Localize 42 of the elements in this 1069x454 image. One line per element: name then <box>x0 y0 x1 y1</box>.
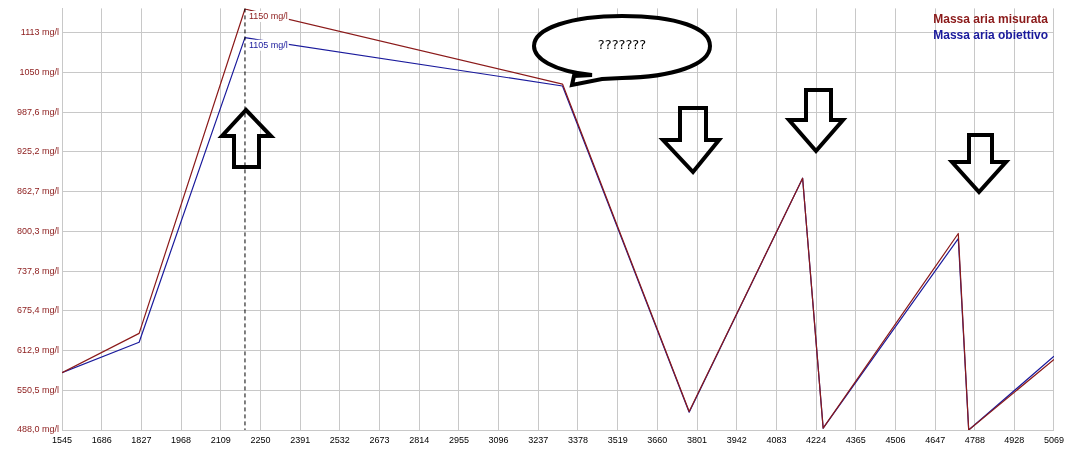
x-tick-label: 5069 <box>1043 434 1064 445</box>
x-tick-label: 2109 <box>210 434 231 445</box>
x-tick-label: 4788 <box>964 434 985 445</box>
x-tick-label: 3660 <box>647 434 668 445</box>
y-tick-label: 675,4 mg/l <box>16 305 59 316</box>
y-tick-label: 1113 mg/l <box>20 27 59 38</box>
x-tick-label: 3237 <box>528 434 549 445</box>
y-tick-label: 862,7 mg/l <box>16 186 59 197</box>
annotation: 1150 mg/l <box>248 11 288 22</box>
x-tick-label: 2532 <box>329 434 350 445</box>
x-tick-label: 3942 <box>726 434 747 445</box>
x-tick-label: 3519 <box>607 434 628 445</box>
x-tick-label: 3378 <box>567 434 588 445</box>
text: Massa aria misurata <box>933 11 1049 26</box>
x-tick-label: 3096 <box>488 434 509 445</box>
y-tick-label: 488,0 mg/l <box>16 424 59 435</box>
x-tick-label: 2250 <box>250 434 271 445</box>
x-tick-label: 1827 <box>131 434 152 445</box>
x-tick-label: 4928 <box>1004 434 1025 445</box>
x-tick-label: 4365 <box>845 434 866 445</box>
y-tick-label: 1050 mg/l <box>19 67 59 78</box>
y-tick-label: 737,8 mg/l <box>16 265 59 276</box>
x-tick-label: 4506 <box>885 434 906 445</box>
text: Massa aria obiettivo <box>933 27 1048 42</box>
x-tick-label: 1686 <box>91 434 112 445</box>
x-tick-label: 2391 <box>290 434 311 445</box>
y-tick-label: 800,3 mg/l <box>16 225 59 236</box>
x-tick-label: 2673 <box>369 434 390 445</box>
x-tick-label: 1545 <box>51 434 73 445</box>
x-tick-label: 4647 <box>925 434 946 445</box>
y-tick-label: 550,5 mg/l <box>16 384 59 395</box>
y-tick-label: 925,2 mg/l <box>16 146 59 157</box>
y-tick-label: 987,6 mg/l <box>16 106 59 117</box>
x-tick-label: 2955 <box>448 434 469 445</box>
x-tick-label: 2814 <box>409 434 430 445</box>
x-tick-label: 4224 <box>806 434 827 445</box>
x-tick-label: 1968 <box>171 434 192 445</box>
x-tick-label: 4083 <box>766 434 787 445</box>
y-tick-label: 612,9 mg/l <box>16 345 59 356</box>
annotation: 1105 mg/l <box>248 39 288 50</box>
x-tick-label: 3801 <box>687 434 708 445</box>
annotation: ??????? <box>596 37 648 52</box>
